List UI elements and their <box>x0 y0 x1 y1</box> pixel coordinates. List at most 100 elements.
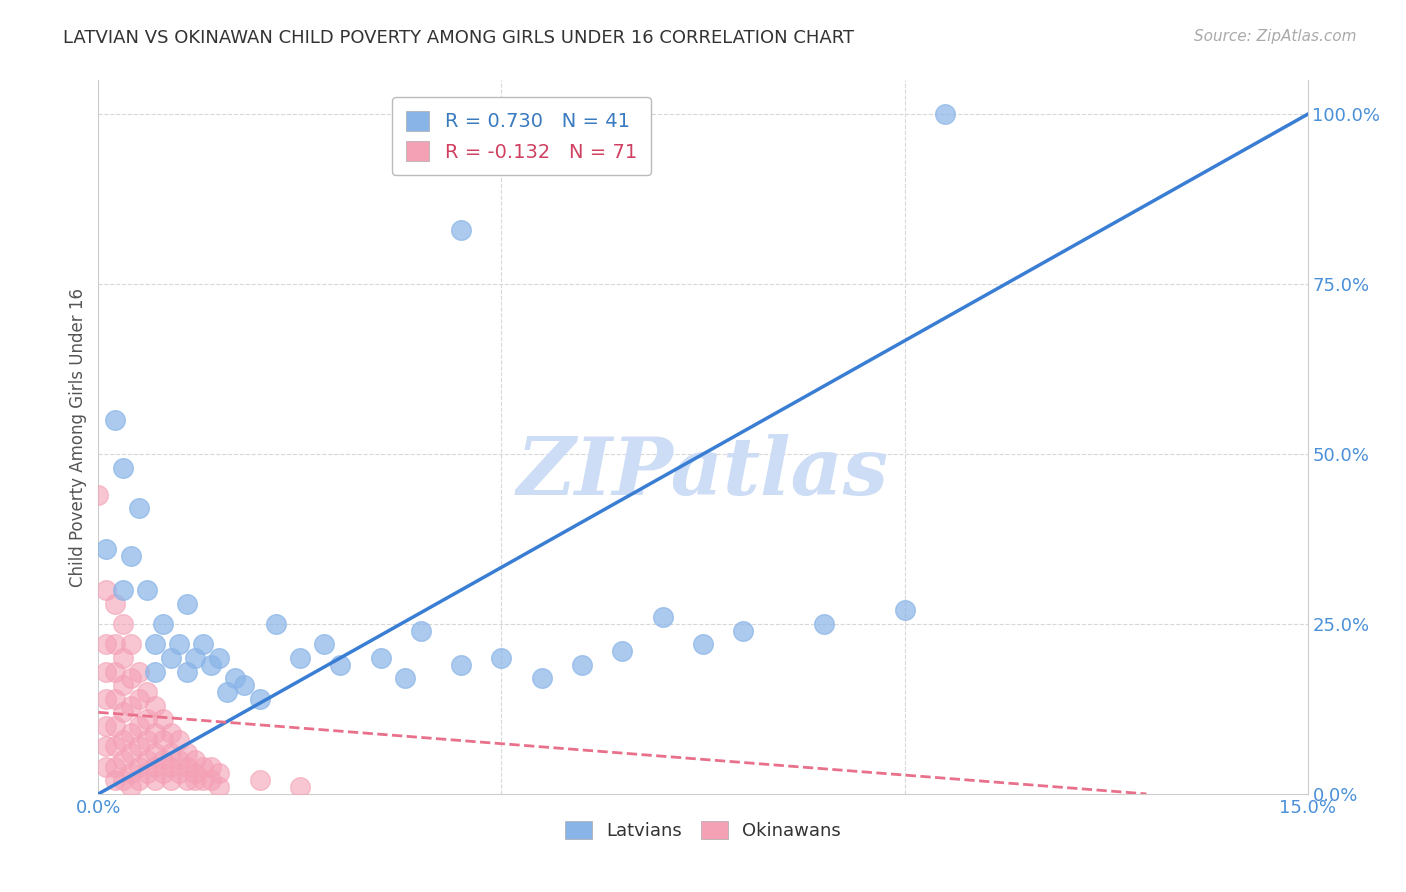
Point <box>143 637 166 651</box>
Point <box>111 582 134 597</box>
Point <box>160 773 183 788</box>
Point <box>409 624 432 638</box>
Point <box>96 637 118 651</box>
Point <box>152 712 174 726</box>
Point <box>143 725 166 739</box>
Point <box>193 637 215 651</box>
Point <box>103 773 125 788</box>
Point <box>111 773 134 788</box>
Point <box>111 617 134 632</box>
Text: LATVIAN VS OKINAWAN CHILD POVERTY AMONG GIRLS UNDER 16 CORRELATION CHART: LATVIAN VS OKINAWAN CHILD POVERTY AMONG … <box>63 29 855 46</box>
Point <box>120 671 142 685</box>
Y-axis label: Child Poverty Among Girls Under 16: Child Poverty Among Girls Under 16 <box>69 287 87 587</box>
Point <box>176 773 198 788</box>
Point <box>160 725 183 739</box>
Point <box>193 773 215 788</box>
Point <box>370 651 392 665</box>
Point <box>176 760 198 774</box>
Point <box>208 766 231 780</box>
Point <box>135 685 157 699</box>
Point <box>200 773 222 788</box>
Point <box>135 732 157 747</box>
Point <box>450 223 472 237</box>
Point <box>96 691 118 706</box>
Point <box>193 760 215 774</box>
Point <box>111 706 134 720</box>
Point <box>224 671 246 685</box>
Point <box>103 637 125 651</box>
Point <box>128 501 150 516</box>
Point <box>103 413 125 427</box>
Point <box>160 760 183 774</box>
Point <box>232 678 254 692</box>
Point <box>120 698 142 713</box>
Point <box>128 773 150 788</box>
Point <box>733 624 755 638</box>
Point <box>692 637 714 651</box>
Point <box>152 753 174 767</box>
Point <box>143 665 166 679</box>
Point <box>103 691 125 706</box>
Point <box>934 107 956 121</box>
Point <box>249 691 271 706</box>
Point <box>329 657 352 672</box>
Point <box>167 637 190 651</box>
Point <box>143 760 166 774</box>
Point <box>200 657 222 672</box>
Point <box>176 665 198 679</box>
Point <box>249 773 271 788</box>
Point <box>120 780 142 794</box>
Point <box>135 712 157 726</box>
Point <box>184 773 207 788</box>
Point <box>152 617 174 632</box>
Point <box>217 685 239 699</box>
Point <box>111 678 134 692</box>
Point <box>530 671 553 685</box>
Point <box>96 719 118 733</box>
Point <box>314 637 336 651</box>
Point <box>128 739 150 754</box>
Point <box>813 617 835 632</box>
Point <box>143 773 166 788</box>
Point <box>160 746 183 760</box>
Point <box>120 766 142 780</box>
Point <box>111 651 134 665</box>
Point <box>176 746 198 760</box>
Point <box>152 732 174 747</box>
Point <box>288 780 311 794</box>
Point <box>167 753 190 767</box>
Point <box>111 753 134 767</box>
Point <box>135 753 157 767</box>
Point <box>96 665 118 679</box>
Point <box>96 582 118 597</box>
Point <box>120 549 142 563</box>
Point <box>208 651 231 665</box>
Point <box>176 597 198 611</box>
Point <box>184 651 207 665</box>
Point <box>264 617 287 632</box>
Point <box>200 760 222 774</box>
Point <box>612 644 634 658</box>
Point <box>135 766 157 780</box>
Point <box>128 719 150 733</box>
Point <box>96 542 118 557</box>
Point <box>152 766 174 780</box>
Legend: Latvians, Okinawans: Latvians, Okinawans <box>557 812 849 849</box>
Text: ZIPatlas: ZIPatlas <box>517 434 889 511</box>
Point <box>893 603 915 617</box>
Text: Source: ZipAtlas.com: Source: ZipAtlas.com <box>1194 29 1357 44</box>
Point <box>120 637 142 651</box>
Point <box>87 488 110 502</box>
Point <box>143 698 166 713</box>
Point <box>103 719 125 733</box>
Point <box>167 732 190 747</box>
Point <box>128 691 150 706</box>
Point <box>111 732 134 747</box>
Point <box>394 671 416 685</box>
Point <box>450 657 472 672</box>
Point <box>208 780 231 794</box>
Point <box>96 739 118 754</box>
Point <box>128 665 150 679</box>
Point <box>167 766 190 780</box>
Point <box>103 739 125 754</box>
